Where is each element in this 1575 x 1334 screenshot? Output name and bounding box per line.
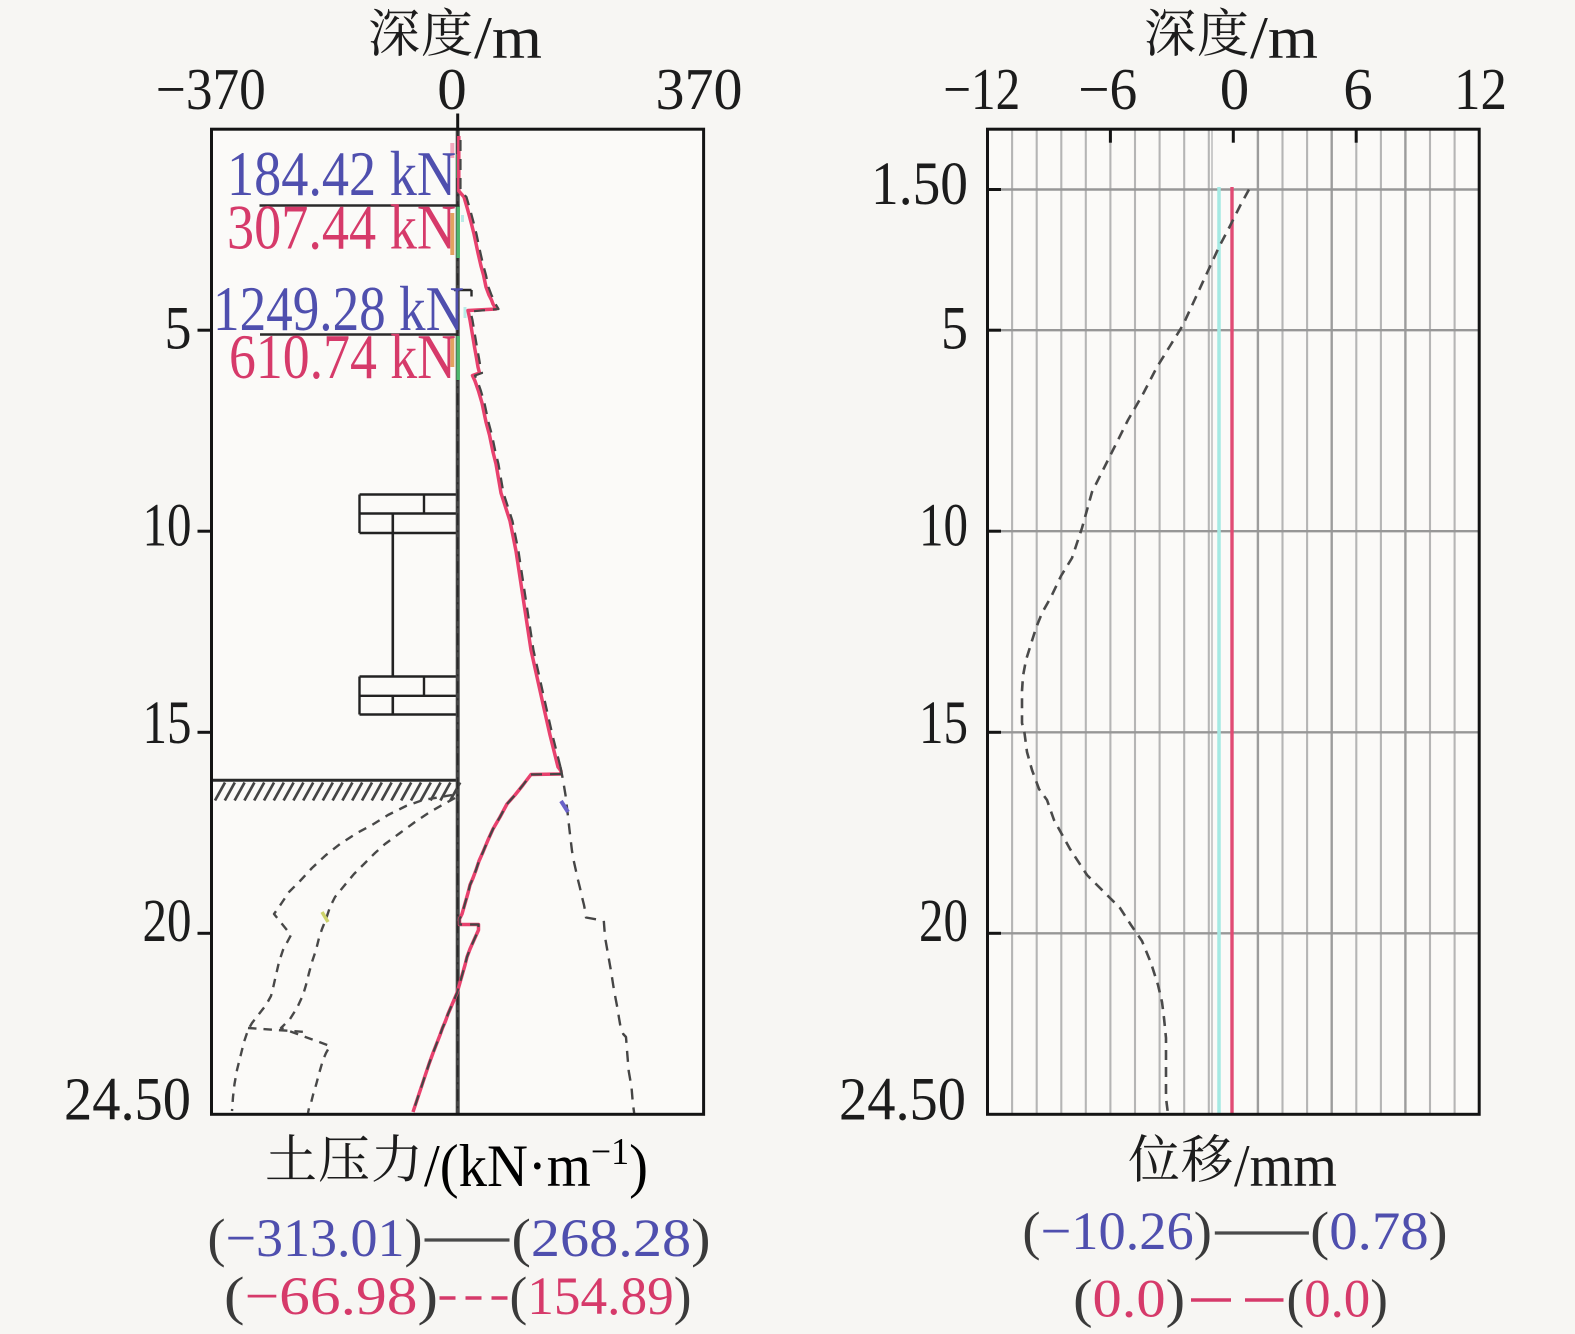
svg-text:1.50: 1.50 (871, 151, 968, 218)
svg-text:(154.89): (154.89) (510, 1266, 692, 1326)
svg-text:0: 0 (437, 56, 467, 122)
svg-text:370: 370 (656, 56, 743, 122)
svg-text:(0.0): (0.0) (1287, 1268, 1388, 1328)
svg-text:15: 15 (919, 690, 968, 757)
svg-text:0: 0 (1220, 56, 1250, 122)
svg-text:(−10.26): (−10.26) (1022, 1201, 1212, 1261)
svg-text:/mm: /mm (1234, 1133, 1337, 1199)
svg-text:20: 20 (919, 888, 968, 955)
svg-text:6: 6 (1343, 56, 1373, 122)
svg-text:−12: −12 (943, 56, 1020, 122)
svg-text:307.44 kN: 307.44 kN (227, 193, 456, 263)
svg-text:(0.0): (0.0) (1073, 1268, 1185, 1328)
svg-text:20: 20 (143, 888, 192, 955)
svg-text:184.42 kN: 184.42 kN (227, 139, 456, 209)
svg-text:(−66.98): (−66.98) (224, 1266, 438, 1326)
svg-text:610.74 kN: 610.74 kN (229, 322, 456, 392)
svg-text:(−313.01): (−313.01) (208, 1208, 423, 1268)
svg-text:24.50: 24.50 (64, 1066, 191, 1133)
svg-text:(0.78): (0.78) (1310, 1201, 1447, 1261)
svg-text:/m: /m (1250, 5, 1318, 71)
svg-text:15: 15 (143, 690, 192, 757)
svg-text:/m: /m (474, 5, 542, 71)
svg-text:1249.28 kN: 1249.28 kN (213, 274, 464, 344)
svg-text:−370: −370 (156, 56, 266, 122)
svg-text:12: 12 (1454, 56, 1507, 122)
svg-text:24.50: 24.50 (839, 1066, 966, 1133)
svg-text:5: 5 (941, 296, 968, 363)
svg-text:10: 10 (143, 493, 192, 560)
svg-text:(268.28): (268.28) (512, 1208, 711, 1268)
svg-text:10: 10 (919, 493, 968, 560)
svg-text:−6: −6 (1078, 56, 1137, 122)
svg-text:5: 5 (165, 296, 192, 363)
